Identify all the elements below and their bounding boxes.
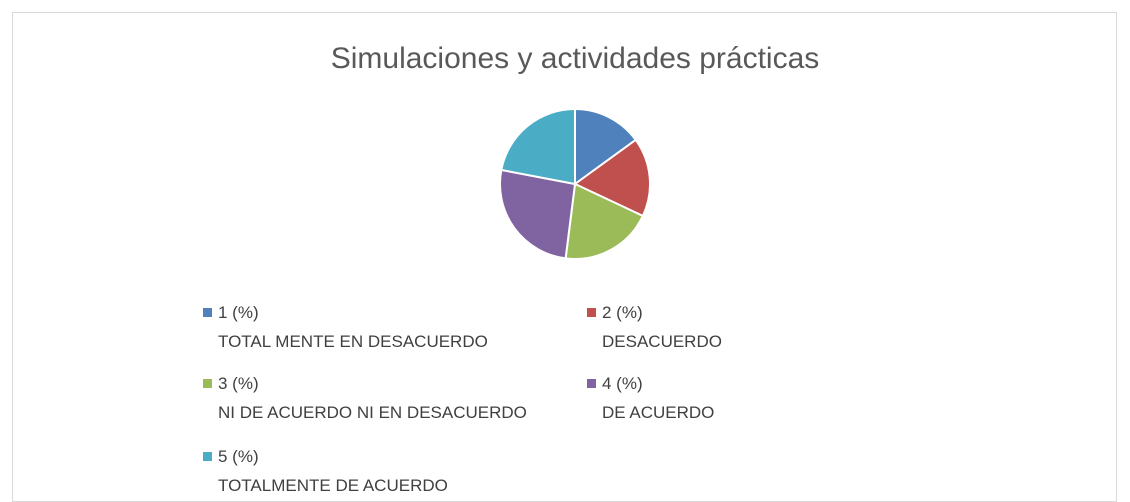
legend-swatch [587, 379, 596, 388]
legend-label: 2 (%) DESACUERDO [602, 303, 722, 351]
page: {"chart_data": {"type": "pie", "title": … [12, 12, 1117, 502]
legend-swatch [587, 308, 596, 317]
legend-swatch [203, 308, 212, 317]
pie-slice [500, 107, 576, 186]
chart: Simulaciones y actividades prácticas [331, 42, 820, 260]
legend-swatch [203, 452, 212, 461]
legend-swatch [203, 379, 212, 388]
legend-label: 5 (%) TOTALMENTE DE ACUERDO [218, 447, 448, 495]
pie-slice [499, 168, 577, 260]
pie-slice [574, 107, 638, 186]
legend-label: 1 (%) TOTAL MENTE EN DESACUERDO [218, 303, 488, 351]
pie-slice [564, 182, 645, 260]
pie-slice [573, 138, 651, 218]
legend-label: 3 (%) NI DE ACUERDO NI EN DESACUERDO [218, 374, 527, 422]
chart-title: Simulaciones y actividades prácticas [331, 42, 820, 75]
legend-label: 4 (%) DE ACUERDO [602, 374, 715, 422]
